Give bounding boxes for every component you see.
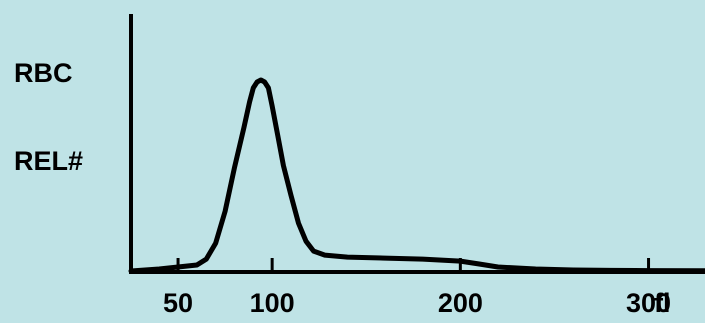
x-tick-label-50: 50 (163, 288, 193, 318)
histogram-curve-0 (128, 77, 705, 274)
y-axis-label-rel: REL# (14, 146, 83, 176)
x-axis-unit-label: fl (654, 288, 671, 318)
x-tick-label-300: 300 (626, 288, 671, 318)
histogram-series (128, 77, 705, 274)
y-axis-label-rbc: RBC (14, 58, 73, 88)
x-axis-tick-labels: 50 100 200 300 (163, 288, 671, 318)
x-tick-label-200: 200 (438, 288, 483, 318)
x-tick-label-100: 100 (250, 288, 295, 318)
